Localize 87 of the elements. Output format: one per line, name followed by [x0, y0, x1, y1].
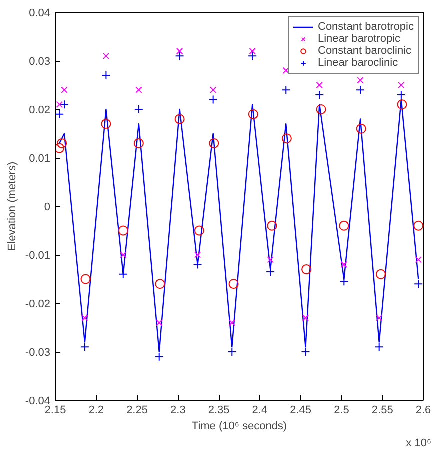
point [134, 138, 144, 148]
point [282, 86, 291, 95]
point [248, 109, 258, 120]
point [80, 342, 90, 352]
x-tick-label: 2.3 [170, 404, 186, 416]
point [396, 90, 406, 100]
point [102, 71, 111, 80]
point [56, 101, 63, 108]
x-tick-label: 2.5 [334, 404, 350, 416]
point [376, 269, 386, 280]
point [282, 67, 290, 74]
y-axis-title: Elevation (meters) [6, 162, 18, 252]
point [228, 320, 236, 326]
point [101, 119, 112, 130]
point [210, 86, 217, 94]
point [414, 280, 424, 289]
point [356, 86, 366, 95]
point [301, 348, 310, 356]
point [414, 220, 424, 231]
point [194, 252, 202, 258]
point [315, 90, 324, 100]
point [376, 314, 383, 322]
point [267, 220, 278, 231]
point [356, 124, 366, 134]
x-tick-label: 2.45 [290, 404, 312, 416]
point [56, 110, 64, 119]
point [174, 114, 185, 124]
x-tick-label: 2.35 [208, 404, 230, 416]
point [154, 352, 164, 362]
point [60, 100, 69, 110]
y-tick-label: 0.04 [29, 8, 51, 20]
y-tick-label: 0.03 [29, 56, 51, 68]
point [374, 342, 384, 352]
point [248, 52, 258, 61]
legend-label: Constant barotropic [318, 21, 414, 33]
legend-label: Constant baroclinic [318, 45, 412, 57]
x-tick-label: 2.55 [372, 404, 394, 416]
point [398, 82, 405, 89]
x-axis-title: Time (10⁶ seconds) [192, 420, 288, 432]
point [357, 77, 364, 84]
point [120, 252, 127, 258]
point [228, 279, 239, 290]
point [61, 86, 68, 94]
legend-label: Linear baroclinic [318, 57, 398, 69]
point [228, 348, 237, 356]
x-tick-label: 2.4 [252, 404, 268, 416]
point [57, 138, 68, 148]
legend-label: Linear barotropic [318, 33, 401, 45]
point [302, 314, 310, 322]
point [175, 52, 184, 61]
y-tick-label: 0 [44, 202, 51, 214]
point [102, 52, 110, 60]
point [302, 264, 312, 275]
y-tick-label: 0.01 [29, 153, 51, 165]
point [194, 226, 204, 236]
point [415, 256, 422, 264]
y-tick-label: -0.04 [25, 396, 51, 408]
point [339, 220, 350, 231]
point [176, 48, 184, 55]
point [118, 226, 128, 236]
y-tick-label: 0.02 [29, 104, 51, 116]
point [266, 267, 276, 276]
point [208, 95, 218, 104]
point [82, 314, 88, 322]
point [80, 274, 91, 284]
point [134, 105, 144, 114]
point [316, 82, 323, 89]
point [56, 143, 65, 154]
point [316, 104, 326, 114]
point [340, 261, 348, 268]
point [282, 134, 292, 144]
x-tick-label: 2.2 [88, 404, 104, 416]
point [209, 138, 220, 148]
point [249, 48, 256, 55]
point [340, 277, 349, 286]
point [156, 320, 163, 326]
point [136, 86, 142, 94]
x-tick-label: 2.25 [126, 404, 148, 416]
text: x 10⁶ [406, 438, 432, 449]
y-tick-label: -0.03 [25, 347, 51, 359]
y-tick-label: -0.02 [25, 298, 51, 310]
point [155, 279, 166, 290]
x-tick-label: 2.6 [416, 404, 432, 416]
x-tick-label: 2.15 [44, 404, 66, 416]
y-tick-label: -0.01 [25, 250, 51, 262]
point [397, 100, 408, 110]
point [267, 256, 274, 264]
